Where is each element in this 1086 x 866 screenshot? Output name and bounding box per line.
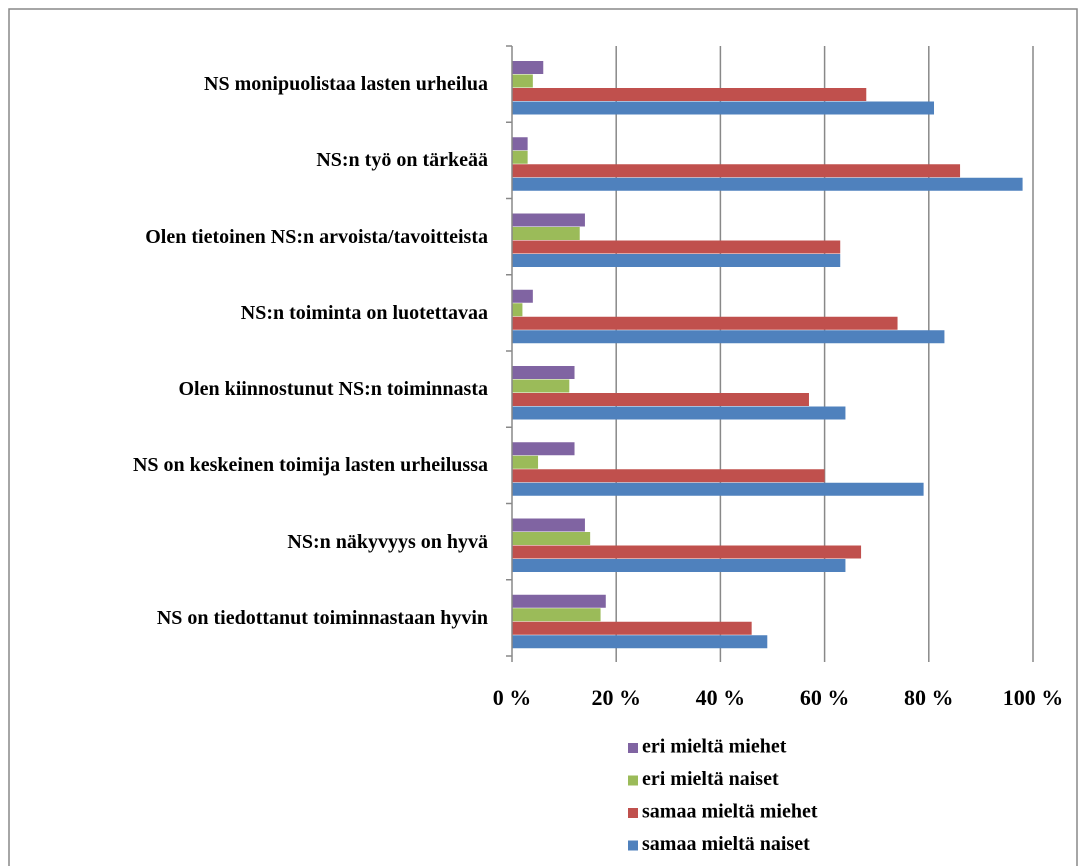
legend-swatch xyxy=(628,808,638,818)
legend-label: samaa mieltä miehet xyxy=(642,801,818,823)
bar xyxy=(512,455,539,469)
x-tick-label: 0 % xyxy=(493,685,532,710)
legend-swatch xyxy=(628,775,638,786)
bar xyxy=(512,635,768,649)
bar xyxy=(512,442,575,456)
bar xyxy=(512,366,575,379)
bar xyxy=(512,137,528,151)
x-tick-label: 20 % xyxy=(591,685,641,710)
bar xyxy=(512,532,591,545)
bar xyxy=(512,227,580,240)
x-tick-label: 60 % xyxy=(800,685,850,710)
legend-label: samaa mieltä naiset xyxy=(642,833,810,855)
bar xyxy=(512,61,544,74)
bar xyxy=(512,621,752,635)
x-tick-label: 80 % xyxy=(904,685,954,710)
legend-label: eri mieltä miehet xyxy=(642,736,787,758)
bar xyxy=(512,545,862,559)
legend-swatch xyxy=(628,743,638,753)
bar xyxy=(512,254,841,267)
bar xyxy=(512,240,841,254)
bar xyxy=(512,213,585,227)
bar xyxy=(512,316,898,330)
legend-swatch xyxy=(628,840,638,851)
bar xyxy=(512,303,523,317)
x-tick-label: 40 % xyxy=(696,685,746,710)
bar xyxy=(512,88,867,101)
bar xyxy=(512,393,809,406)
bar xyxy=(512,594,606,608)
bar xyxy=(512,482,924,496)
bar xyxy=(512,289,533,303)
y-tick-label: Olen tietoinen NS:n arvoista/tavoitteist… xyxy=(145,225,488,248)
bar xyxy=(512,559,846,572)
bar xyxy=(512,74,533,88)
bar xyxy=(512,608,601,622)
y-tick-label: NS:n työ on tärkeää xyxy=(316,149,488,172)
y-tick-label: Olen kiinnostunut NS:n toiminnasta xyxy=(178,378,488,401)
chart-border xyxy=(8,8,1078,866)
y-tick-label: NS on tiedottanut toiminnastaan hyvin xyxy=(156,606,488,629)
y-tick-label: NS:n näkyvyys on hyvä xyxy=(287,530,488,553)
y-tick-label: NS monipuolistaa lasten urheilua xyxy=(204,73,488,96)
bar xyxy=(512,330,945,344)
legend-label: eri mieltä naiset xyxy=(642,768,779,790)
bar xyxy=(512,469,825,483)
bar xyxy=(512,101,935,115)
bar xyxy=(512,164,961,178)
bar xyxy=(512,406,846,420)
bar xyxy=(512,177,1023,191)
bar xyxy=(512,518,585,532)
bar xyxy=(512,150,528,164)
bar xyxy=(512,379,570,393)
x-tick-label: 100 % xyxy=(1003,685,1064,710)
y-tick-label: NS:n toiminta on luotettavaa xyxy=(240,301,488,324)
y-tick-label: NS on keskeinen toimija lasten urheiluss… xyxy=(132,454,488,477)
